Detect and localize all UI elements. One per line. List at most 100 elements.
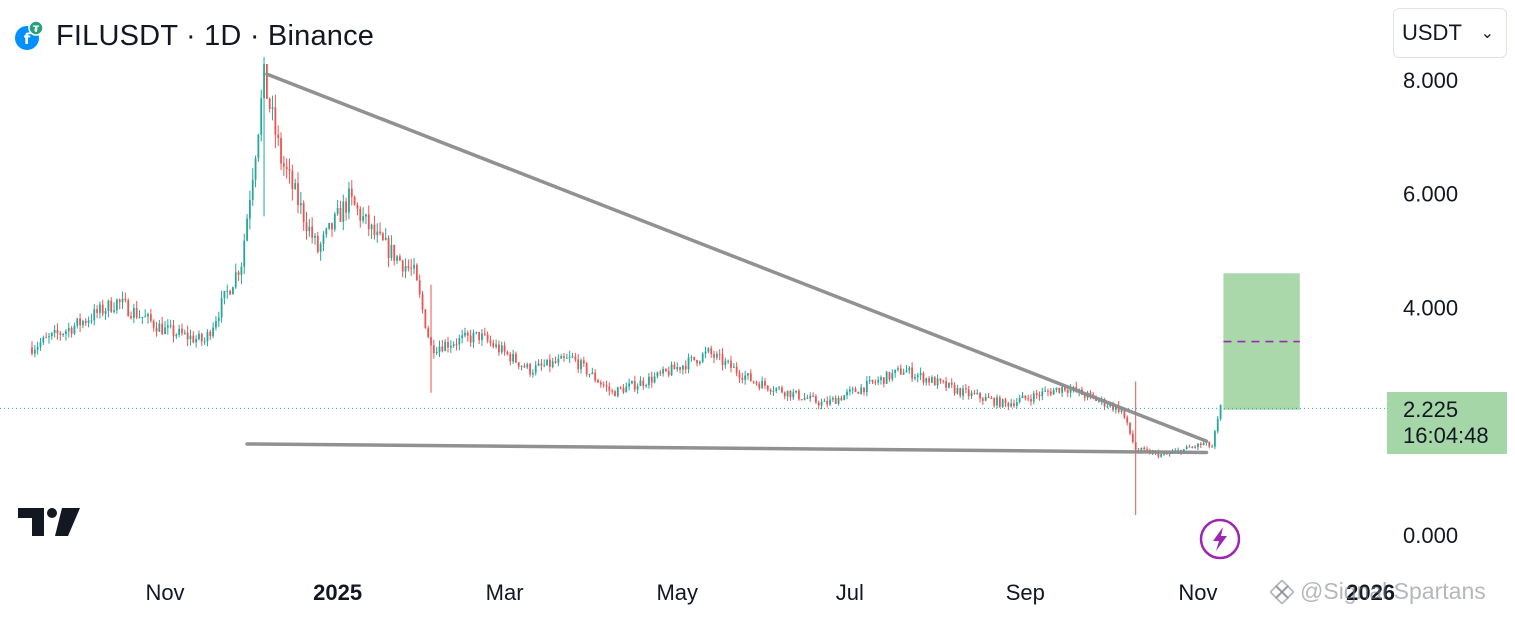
candle-body xyxy=(721,354,724,365)
candle-body xyxy=(56,329,59,334)
candle-body xyxy=(981,398,984,401)
x-tick-label: Mar xyxy=(486,580,524,605)
candle-body xyxy=(449,345,452,348)
candle-body xyxy=(696,360,698,364)
candle-body xyxy=(67,327,70,332)
candle-body xyxy=(945,381,947,388)
chevron-down-icon: ⌄ xyxy=(1480,25,1494,42)
candle-body xyxy=(314,235,316,238)
candle-body xyxy=(1030,399,1032,402)
candle-body xyxy=(1197,443,1199,448)
candle-body xyxy=(396,256,398,261)
candle-body xyxy=(285,166,288,170)
candle-body xyxy=(147,314,149,317)
candle-body xyxy=(577,359,580,370)
candle-body xyxy=(1038,394,1041,397)
candle-body xyxy=(441,346,444,352)
candle-body xyxy=(939,378,942,381)
candle-body xyxy=(899,368,902,375)
candle-body xyxy=(243,240,246,267)
candle-body xyxy=(594,372,597,381)
candle-body xyxy=(512,353,514,362)
candle-body xyxy=(537,363,540,366)
candle-body xyxy=(483,333,486,335)
candle-body xyxy=(1143,447,1146,450)
candle-body xyxy=(1041,391,1044,397)
candle-body xyxy=(1202,443,1205,446)
candle-body xyxy=(554,361,557,363)
candle-body xyxy=(172,325,175,337)
candle-body xyxy=(517,362,520,367)
candle-body xyxy=(662,368,664,374)
candle-body xyxy=(418,280,421,295)
candle-body xyxy=(611,390,614,392)
candle-body xyxy=(931,377,933,383)
candle-body xyxy=(500,345,503,353)
candle-body xyxy=(758,383,761,389)
candle-body xyxy=(800,399,803,401)
candle-body xyxy=(195,339,198,343)
candle-body xyxy=(560,356,563,359)
candle-body xyxy=(192,335,195,343)
candle-body xyxy=(121,298,124,302)
candle-body xyxy=(919,372,922,376)
candle-body xyxy=(713,354,715,358)
candle-body xyxy=(851,388,854,390)
candle-body xyxy=(401,260,404,272)
candle-body xyxy=(325,228,328,235)
candle-body xyxy=(84,320,87,323)
currency-selector[interactable]: USDT ⌄ xyxy=(1393,8,1507,58)
candle-body xyxy=(101,304,104,314)
candle-body xyxy=(806,397,809,399)
candle-body xyxy=(277,134,280,138)
candle-body xyxy=(271,107,274,109)
tradingview-logo-icon[interactable] xyxy=(18,506,80,538)
candle-body xyxy=(410,267,413,269)
candle-body xyxy=(132,307,135,318)
candle-body xyxy=(291,170,294,189)
candle-body xyxy=(316,235,319,252)
candle-body xyxy=(1208,441,1211,447)
candle-body xyxy=(458,338,461,345)
candle-body xyxy=(747,373,749,376)
lightning-icon[interactable] xyxy=(1199,518,1241,560)
candle-body xyxy=(466,332,469,336)
candle-body xyxy=(1083,394,1086,398)
candle-body xyxy=(732,366,735,368)
candle-body xyxy=(319,244,322,252)
candle-body xyxy=(812,395,814,397)
last-price-tag: 2.225 16:04:48 xyxy=(1387,392,1507,454)
candle-body xyxy=(183,332,186,334)
candle-body xyxy=(42,337,45,343)
candle-body xyxy=(1140,447,1143,451)
candle-body xyxy=(568,356,571,358)
candle-body xyxy=(911,367,914,379)
candle-body xyxy=(823,400,826,402)
candle-body xyxy=(829,399,831,405)
filecoin-tether-logo[interactable]: f ₮ xyxy=(12,20,44,52)
candle-body xyxy=(783,392,786,397)
candle-body xyxy=(452,344,455,346)
symbol-title[interactable]: FILUSDT · 1D · Binance xyxy=(56,19,375,52)
candle-body xyxy=(1035,393,1038,395)
candle-body xyxy=(667,371,670,376)
candle-body xyxy=(149,314,152,321)
candle-body xyxy=(135,307,138,318)
candle-body xyxy=(792,392,795,398)
candle-body xyxy=(908,367,911,371)
candle-body xyxy=(1219,405,1222,419)
candle-body xyxy=(860,387,863,394)
candle-body xyxy=(387,237,390,259)
candle-body xyxy=(1001,399,1004,407)
candle-body xyxy=(1066,390,1069,393)
candle-body xyxy=(251,179,254,201)
y-tick-label: 8.000 xyxy=(1403,68,1458,93)
candle-body xyxy=(563,356,565,359)
candle-body xyxy=(724,361,727,365)
candle-body xyxy=(455,344,458,346)
candle-body xyxy=(141,316,144,318)
candle-body xyxy=(169,325,172,327)
candle-body xyxy=(848,389,851,392)
candle-body xyxy=(217,317,220,322)
